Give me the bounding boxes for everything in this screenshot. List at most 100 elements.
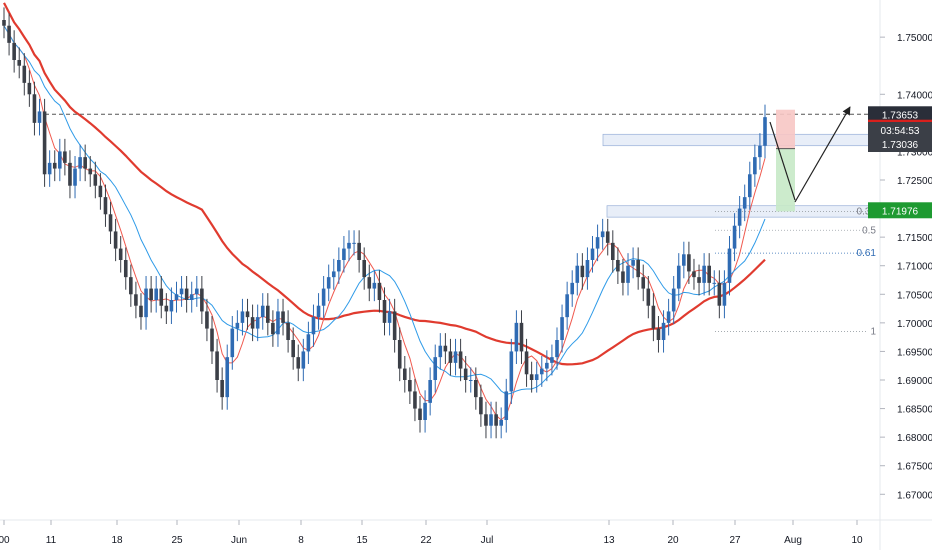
- candle-body: [113, 231, 118, 249]
- candle-body: [266, 305, 270, 323]
- candle-body: [250, 317, 255, 329]
- candle-body: [397, 340, 402, 369]
- y-tick-label: 1.71000: [897, 262, 932, 273]
- y-tick-label: 1.67500: [897, 462, 932, 473]
- y-tick-label: 1.70500: [897, 290, 932, 301]
- x-tick-label: 18: [111, 535, 123, 546]
- candle-body: [316, 305, 321, 318]
- candle-body: [52, 162, 57, 169]
- candle-body: [108, 214, 113, 232]
- y-tick-label: 1.73000: [897, 147, 932, 158]
- candle-body: [215, 351, 219, 380]
- candle-body: [311, 317, 316, 335]
- candle-body: [753, 157, 757, 175]
- candle-body: [539, 368, 544, 375]
- candle-body: [732, 225, 737, 249]
- candle-body: [712, 282, 717, 284]
- candle-body: [210, 328, 214, 352]
- candle-body: [88, 168, 93, 175]
- candle-body: [494, 414, 498, 426]
- candle-body: [194, 288, 199, 295]
- time-axis[interactable]: 00 11 18 25 Jun 8 15 22 Jul 13 20 27 Aug 10: [0, 520, 863, 546]
- candle-body: [357, 242, 361, 260]
- candle-body: [656, 328, 661, 340]
- candle-body: [225, 357, 230, 398]
- y-tick-label: 1.67000: [897, 490, 932, 501]
- candle-body: [73, 168, 77, 186]
- candle-body: [149, 288, 153, 300]
- candle-body: [692, 271, 696, 278]
- candle-body: [17, 60, 22, 66]
- y-tick-label: 1.70000: [897, 319, 932, 330]
- candle-body: [382, 300, 387, 323]
- candle-body: [245, 311, 250, 318]
- candle-body: [661, 322, 666, 340]
- x-tick-label: 10: [851, 535, 863, 546]
- price-axis[interactable]: 1.750001.740001.730001.725001.720001.715…: [880, 33, 932, 501]
- candle-body: [717, 282, 722, 306]
- candle-body: [666, 311, 671, 323]
- candle-body: [600, 231, 605, 238]
- x-tick-label: 25: [171, 535, 183, 546]
- y-tick-label: 1.68500: [897, 405, 932, 416]
- candle-body: [93, 174, 98, 186]
- candle-body: [123, 260, 128, 278]
- x-tick-label: Aug: [784, 535, 802, 546]
- candle-body: [631, 260, 635, 266]
- candle-body: [423, 402, 427, 420]
- candle-body: [83, 157, 87, 169]
- candle-body: [205, 311, 209, 329]
- y-tick-label: 1.68000: [897, 433, 932, 444]
- x-tick-label: 8: [298, 535, 304, 546]
- countdown-label: 03:54:53: [881, 126, 920, 137]
- candle-body: [504, 391, 509, 420]
- x-tick-label: 13: [603, 535, 615, 546]
- x-tick-label: 15: [356, 535, 368, 546]
- last-price-label-bg: [868, 106, 932, 123]
- candle-body: [255, 317, 260, 329]
- candle-body: [565, 294, 569, 318]
- candle-body: [144, 288, 148, 318]
- projection-up: [794, 106, 851, 203]
- current-price-box: [868, 122, 932, 152]
- candle-body: [68, 162, 72, 186]
- candle-body: [463, 368, 468, 380]
- candle-body: [32, 94, 37, 123]
- candle-body: [484, 414, 488, 426]
- candle-body: [747, 174, 752, 198]
- candle-body: [306, 334, 311, 352]
- x-tick-label: 11: [46, 535, 57, 546]
- candle-body: [159, 288, 164, 306]
- candle-body: [326, 277, 331, 289]
- candle-body: [418, 408, 422, 420]
- candle-body: [651, 305, 656, 329]
- candle-body: [387, 311, 392, 323]
- candle-body: [276, 311, 280, 335]
- candle-body: [489, 414, 493, 426]
- candle-body: [611, 242, 615, 260]
- candle-body: [2, 20, 6, 26]
- candle-body: [590, 248, 595, 260]
- projection-down: [769, 121, 796, 201]
- candle-body: [377, 282, 382, 300]
- y-tick-label: 1.72500: [897, 176, 932, 187]
- candle-body: [616, 260, 620, 272]
- candle-body: [271, 322, 275, 335]
- candle-body: [671, 288, 676, 312]
- candle-body: [352, 242, 356, 244]
- candle-body: [438, 345, 443, 358]
- candle-body: [524, 351, 529, 375]
- candle-body: [118, 248, 123, 260]
- candle-body: [626, 265, 630, 283]
- candle-body: [164, 305, 169, 312]
- candle-body: [595, 237, 600, 249]
- candle-body: [103, 197, 108, 215]
- candle-body: [413, 391, 417, 409]
- trade-setup[interactable]: [776, 109, 795, 212]
- candle-body: [641, 277, 646, 289]
- candle-body: [534, 374, 539, 380]
- candle-body: [362, 260, 367, 278]
- candle-body: [286, 322, 290, 340]
